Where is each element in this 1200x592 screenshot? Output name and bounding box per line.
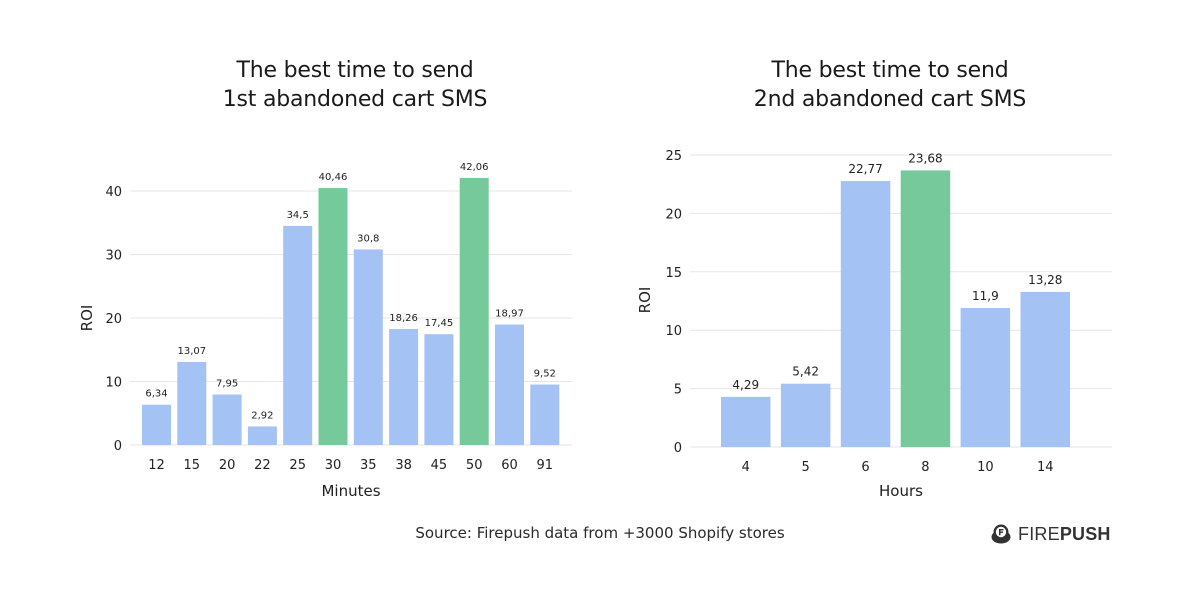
chart2-title: The best time to send 2nd abandoned cart… — [655, 56, 1125, 114]
chart1-y-axis-title: ROI — [78, 305, 96, 332]
chart2-bar-6 — [840, 181, 891, 448]
chart1-bar-20 — [212, 394, 242, 445]
chart2-data-label: 5,42 — [792, 365, 819, 379]
chart1-ytick-label: 30 — [105, 249, 122, 264]
chart2-xtick-label: 6 — [861, 460, 869, 475]
chart1-bar-35 — [353, 249, 383, 445]
chart1-data-label: 18,26 — [389, 313, 418, 324]
chart2-bar-4 — [721, 396, 771, 447]
chart2-data-label: 4,29 — [732, 378, 759, 392]
chart1-title-line2: 1st abandoned cart SMS — [222, 87, 488, 112]
chart1-data-label: 40,46 — [319, 172, 348, 183]
chart1-data-label: 6,34 — [145, 389, 167, 400]
chart1-bar-91 — [530, 384, 560, 445]
chart1-data-label: 9,52 — [534, 369, 556, 380]
chart2-ytick-label: 10 — [665, 324, 682, 339]
chart2-ytick-label: 15 — [665, 266, 682, 281]
chart2-ytick-label: 0 — [674, 441, 682, 456]
chart2-bar-10 — [960, 308, 1011, 447]
chart1-xtick-label: 12 — [148, 458, 165, 473]
chart1-ytick-label: 10 — [105, 376, 122, 391]
chart2-xtick-label: 5 — [802, 460, 810, 475]
source-note: Source: Firepush data from +3000 Shopify… — [415, 524, 785, 542]
chart1-xtick-label: 45 — [431, 458, 448, 473]
chart1-bar-22 — [247, 426, 277, 445]
chart1-data-label: 18,97 — [495, 309, 524, 320]
chart1-ytick-label: 40 — [105, 185, 122, 200]
chart1-xtick-label: 15 — [184, 458, 201, 473]
chart1-xtick-label: 38 — [395, 458, 412, 473]
chart1-bar-15 — [177, 362, 207, 445]
chart1-x-axis-title: Minutes — [321, 482, 380, 500]
chart2-x-axis-title: Hours — [879, 482, 923, 500]
chart2-title-line1: The best time to send — [771, 58, 1009, 83]
chart2-ytick-label: 20 — [665, 207, 682, 222]
chart2-xtick-label: 4 — [742, 460, 750, 475]
chart1-data-label: 7,95 — [216, 379, 238, 390]
firepush-logo-icon — [991, 524, 1011, 544]
chart1-xtick-label: 50 — [466, 458, 483, 473]
logo-text-fire: FIRE — [1018, 523, 1060, 544]
chart1-bar-30 — [318, 188, 348, 446]
chart1-bar-45 — [424, 334, 454, 445]
chart2-y-axis-title: ROI — [636, 287, 654, 314]
chart1-xtick-label: 60 — [501, 458, 518, 473]
chart1-title-line1: The best time to send — [236, 58, 474, 83]
chart2-data-label: 22,77 — [848, 162, 882, 176]
chart1-xtick-label: 25 — [289, 458, 306, 473]
chart2-bar-14 — [1020, 291, 1070, 447]
chart2-xtick-label: 14 — [1037, 460, 1054, 475]
chart1-bar-25 — [283, 225, 313, 445]
chart2-data-label: 13,28 — [1028, 273, 1062, 287]
chart1-data-label: 42,06 — [460, 162, 489, 173]
chart1-bar-50 — [459, 177, 489, 445]
chart1-bar-60 — [495, 324, 524, 445]
chart2-data-label: 23,68 — [908, 151, 942, 165]
chart2-xtick-label: 10 — [977, 460, 994, 475]
chart2-title-line2: 2nd abandoned cart SMS — [753, 87, 1027, 112]
chart1-data-label: 17,45 — [425, 318, 454, 329]
chart1-xtick-label: 22 — [254, 458, 271, 473]
chart1-ytick-label: 20 — [105, 312, 122, 327]
chart1-xtick-label: 20 — [219, 458, 236, 473]
chart1-data-label: 13,07 — [177, 346, 206, 357]
chart1-title: The best time to send 1st abandoned cart… — [120, 56, 590, 114]
chart1-bar-38 — [389, 329, 419, 445]
chart1-data-label: 34,5 — [287, 210, 309, 221]
chart1-xtick-label: 35 — [360, 458, 377, 473]
chart1-data-label: 2,92 — [251, 410, 273, 421]
chart2-xtick-label: 8 — [921, 460, 929, 475]
chart1-data-label: 30,8 — [357, 233, 379, 244]
chart2-bar-8 — [900, 170, 951, 447]
chart1-bar-12 — [142, 404, 171, 445]
chart2-ytick-label: 25 — [665, 149, 682, 164]
chart1-xtick-label: 91 — [537, 458, 554, 473]
chart1-xtick-label: 30 — [325, 458, 342, 473]
chart2-bar-5 — [780, 383, 831, 447]
chart2-ytick-label: 5 — [674, 383, 682, 398]
chart1-ytick-label: 0 — [114, 439, 122, 454]
logo-text-push: PUSH — [1059, 523, 1111, 544]
chart2-data-label: 11,9 — [972, 289, 999, 303]
firepush-logo: FIREPUSH — [990, 523, 1111, 545]
